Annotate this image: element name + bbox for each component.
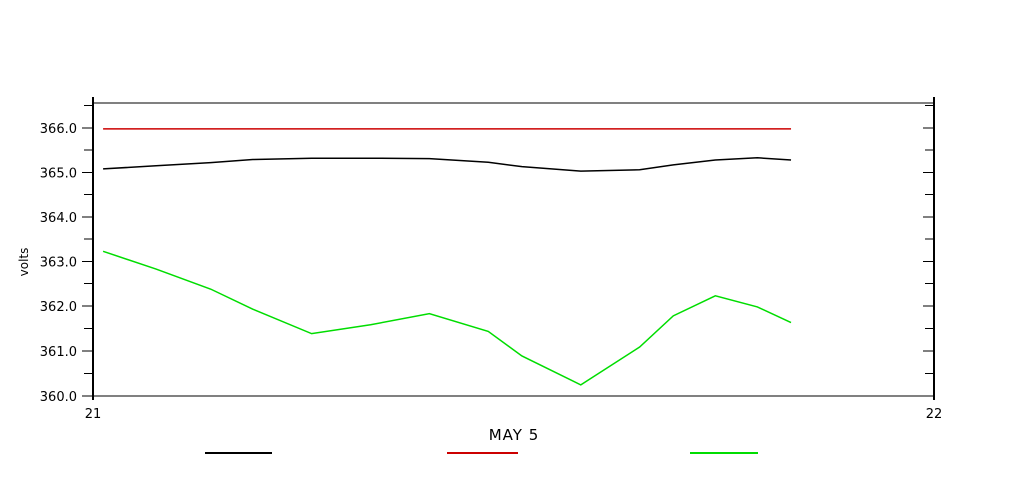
x-axis-title: MAY 5 xyxy=(489,426,540,444)
plot-frame xyxy=(92,97,935,400)
y-tick-label: 362.0 xyxy=(40,300,77,315)
series-group xyxy=(102,128,792,386)
y-tick-label: 363.0 xyxy=(40,256,77,271)
x-tick-label-right: 22 xyxy=(926,407,943,422)
y-tick-label: 361.0 xyxy=(40,345,77,360)
y-tick-label: 364.0 xyxy=(40,211,77,226)
y-axis-title: volts xyxy=(17,248,31,277)
y-axis-ticks-left xyxy=(82,104,93,397)
series-line-green xyxy=(102,250,792,386)
y-tick-label: 360.0 xyxy=(40,390,77,405)
y-tick-label: 366.0 xyxy=(40,122,77,137)
y-tick-label: 365.0 xyxy=(40,167,77,182)
y-axis-tick-labels: 366.0 365.0 364.0 363.0 362.0 361.0 360.… xyxy=(40,122,77,405)
y-axis-ticks-right xyxy=(923,104,934,375)
series-line-black xyxy=(103,157,792,172)
x-tick-label-left: 21 xyxy=(85,407,102,422)
